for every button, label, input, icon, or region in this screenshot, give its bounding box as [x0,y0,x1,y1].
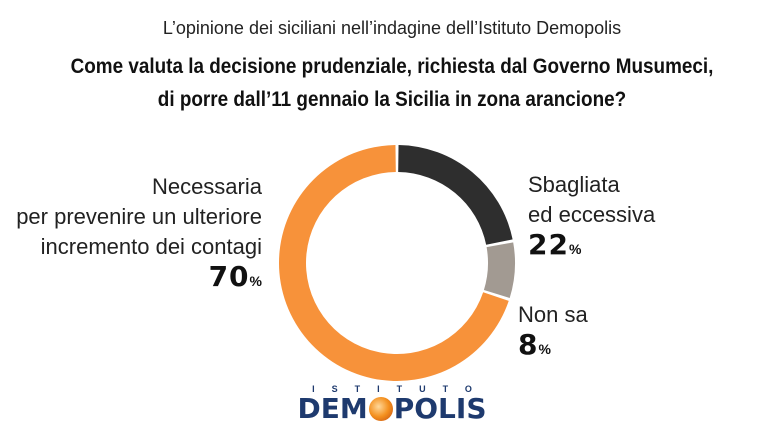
label-sbagliata: Sbagliata ed eccessiva 22% [528,170,655,264]
slice-non-sa [483,242,515,298]
label-sbagliata-line-1: Sbagliata [528,172,620,197]
label-necessaria-line-3: incremento dei contagi [40,234,262,259]
logo-main-post: POLIS [393,392,487,425]
label-sbagliata-line-2: ed eccessiva [528,202,656,227]
label-non-sa-line-1: Non sa [518,302,588,327]
demopolis-logo: ISTITUTO DEM POLIS [0,384,784,425]
title-line-1: Come valuta la decisione prudenziale, ri… [70,55,714,78]
pct-non-sa: % [538,341,551,357]
label-necessaria-line-1: Necessaria [151,174,262,199]
value-necessaria: 70 [208,260,250,293]
logo-main-text: DEM POLIS [0,392,784,425]
donut-chart [279,145,515,381]
label-necessaria: Necessaria per prevenire un ulteriore in… [16,172,262,296]
logo-main-pre: DEM [297,392,368,425]
pct-sbagliata: % [568,241,582,257]
chart-title: Come valuta la decisione prudenziale, ri… [39,50,745,116]
value-non-sa: 8 [518,328,539,361]
chart-supertitle: L’opinione dei siciliani nell’indagine d… [162,18,622,38]
title-line-2: di porre dall’11 gennaio la Sicilia in z… [157,88,627,111]
value-sbagliata: 22 [528,228,569,261]
slice-sbagliata [398,145,513,245]
logo-globe-icon [368,397,393,421]
label-necessaria-line-2: per prevenire un ulteriore [16,204,262,229]
label-non-sa: Non sa 8% [518,300,588,364]
logo-top-text: ISTITUTO [312,384,489,394]
pct-necessaria: % [249,273,262,289]
